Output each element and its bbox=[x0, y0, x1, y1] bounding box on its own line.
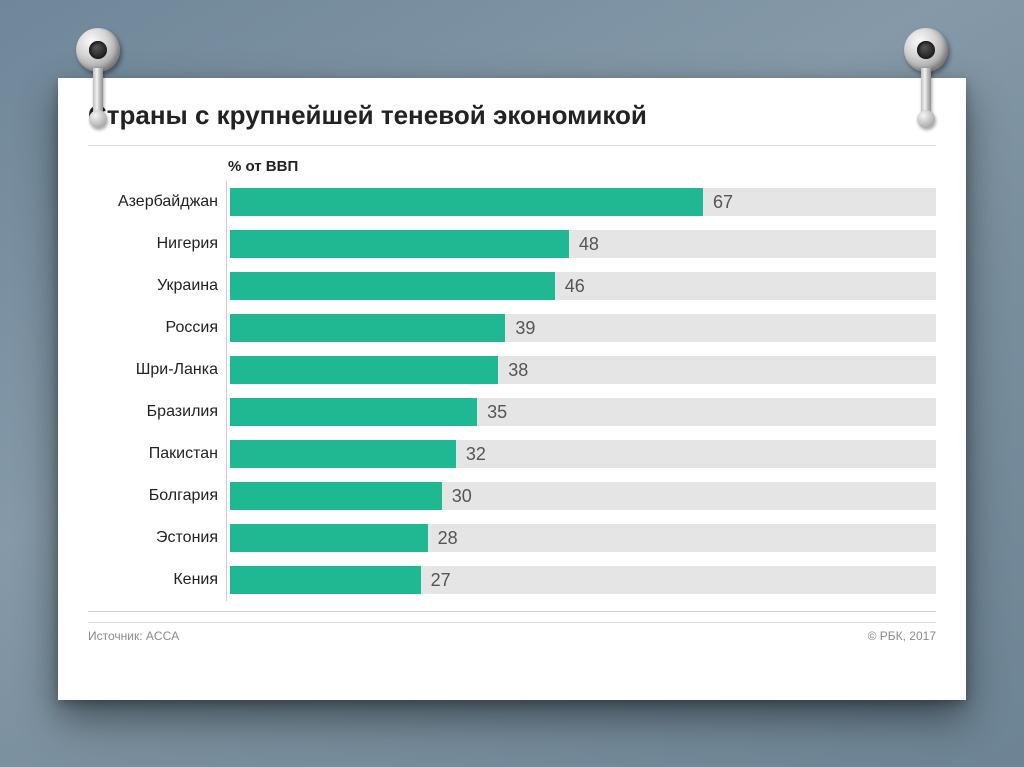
bar-row: Бразилия 35 bbox=[88, 391, 936, 433]
copyright-text: © РБК, 2017 bbox=[868, 629, 936, 643]
bar-track-wrap: 35 bbox=[226, 391, 936, 433]
category-label: Азербайджан bbox=[88, 193, 226, 211]
bar-track-wrap: 27 bbox=[226, 559, 936, 601]
category-label: Шри-Ланка bbox=[88, 361, 226, 379]
bar-fill bbox=[230, 188, 703, 216]
axis-line bbox=[226, 181, 227, 601]
bar-track-wrap: 32 bbox=[226, 433, 936, 475]
bar-track: 32 bbox=[230, 440, 936, 468]
bar-fill bbox=[230, 482, 442, 510]
category-label: Бразилия bbox=[88, 403, 226, 421]
bar-track-wrap: 48 bbox=[226, 223, 936, 265]
bar-track-wrap: 46 bbox=[226, 265, 936, 307]
category-label: Болгария bbox=[88, 487, 226, 505]
bar-fill bbox=[230, 440, 456, 468]
bar-track-wrap: 28 bbox=[226, 517, 936, 559]
bar-value: 30 bbox=[442, 482, 472, 510]
bar-track: 27 bbox=[230, 566, 936, 594]
bar-row: Украина 46 bbox=[88, 265, 936, 307]
bar-row: Эстония 28 bbox=[88, 517, 936, 559]
category-label: Россия bbox=[88, 319, 226, 337]
bar-row: Кения 27 bbox=[88, 559, 936, 601]
bar-row: Шри-Ланка 38 bbox=[88, 349, 936, 391]
binder-clip-left bbox=[76, 28, 120, 108]
bar-fill bbox=[230, 230, 569, 258]
chart-subtitle: % от ВВП bbox=[88, 158, 936, 175]
binder-clip-right bbox=[904, 28, 948, 108]
bar-track-wrap: 39 bbox=[226, 307, 936, 349]
bar-fill bbox=[230, 356, 498, 384]
bar-row: Азербайджан 67 bbox=[88, 181, 936, 223]
bar-track-wrap: 30 bbox=[226, 475, 936, 517]
bar-chart: Азербайджан 67 Нигерия 48 Украина 46 Россия 39 Ш… bbox=[88, 181, 936, 612]
bar-row: Пакистан 32 bbox=[88, 433, 936, 475]
bar-track: 46 bbox=[230, 272, 936, 300]
bar-row: Болгария 30 bbox=[88, 475, 936, 517]
bar-value: 48 bbox=[569, 230, 599, 258]
bar-value: 67 bbox=[703, 188, 733, 216]
bar-fill bbox=[230, 566, 421, 594]
bar-fill bbox=[230, 314, 505, 342]
bar-value: 38 bbox=[498, 356, 528, 384]
chart-footer: Источник: ACCA © РБК, 2017 bbox=[88, 629, 936, 643]
bar-fill bbox=[230, 524, 428, 552]
bar-row: Россия 39 bbox=[88, 307, 936, 349]
bar-row: Нигерия 48 bbox=[88, 223, 936, 265]
bar-track-wrap: 38 bbox=[226, 349, 936, 391]
bar-track-wrap: 67 bbox=[226, 181, 936, 223]
bar-track: 67 bbox=[230, 188, 936, 216]
category-label: Украина bbox=[88, 277, 226, 295]
category-label: Эстония bbox=[88, 529, 226, 547]
bar-track: 48 bbox=[230, 230, 936, 258]
bar-value: 35 bbox=[477, 398, 507, 426]
bar-track: 38 bbox=[230, 356, 936, 384]
bar-value: 28 bbox=[428, 524, 458, 552]
bar-track: 28 bbox=[230, 524, 936, 552]
bar-track: 39 bbox=[230, 314, 936, 342]
bar-fill bbox=[230, 272, 555, 300]
bar-track: 35 bbox=[230, 398, 936, 426]
source-prefix: Источник: bbox=[88, 629, 143, 643]
category-label: Кения bbox=[88, 571, 226, 589]
bar-value: 32 bbox=[456, 440, 486, 468]
slide-card: Страны с крупнейшей теневой экономикой %… bbox=[58, 78, 966, 700]
category-label: Пакистан bbox=[88, 445, 226, 463]
bar-fill bbox=[230, 398, 477, 426]
bar-value: 46 bbox=[555, 272, 585, 300]
category-label: Нигерия bbox=[88, 235, 226, 253]
title-rule bbox=[88, 145, 936, 146]
footer-rule bbox=[88, 622, 936, 623]
bar-value: 39 bbox=[505, 314, 535, 342]
chart-title: Страны с крупнейшей теневой экономикой bbox=[88, 100, 936, 131]
bar-track: 30 bbox=[230, 482, 936, 510]
bar-value: 27 bbox=[421, 566, 451, 594]
source-text: Источник: ACCA bbox=[88, 629, 179, 643]
source-name: ACCA bbox=[146, 629, 179, 643]
